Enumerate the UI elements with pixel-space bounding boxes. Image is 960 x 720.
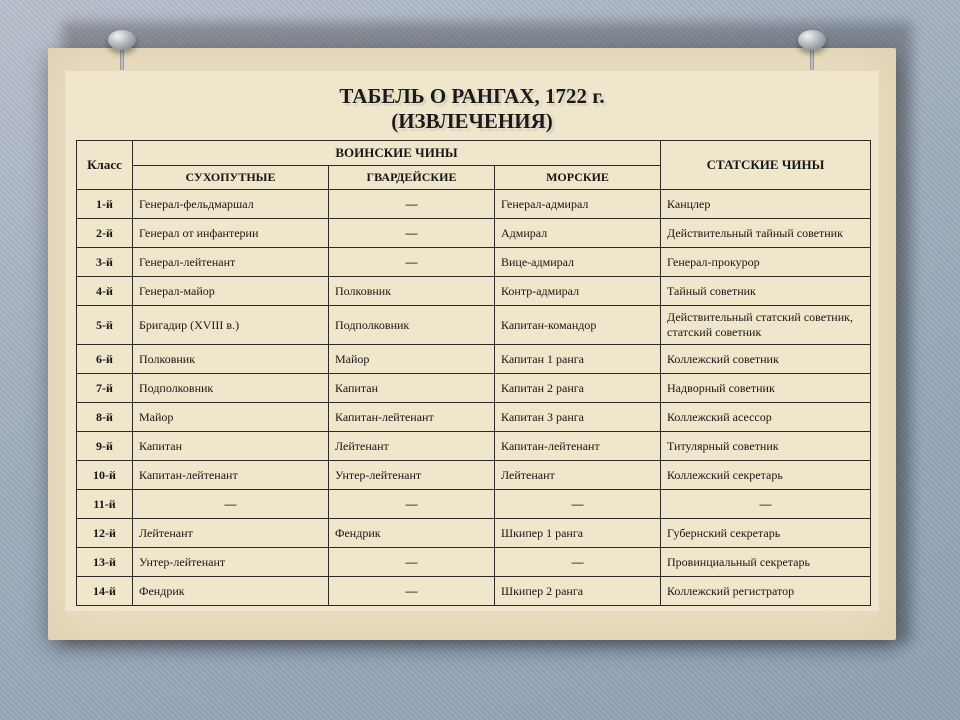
table-row: 6-йПолковникМайорКапитан 1 рангаКоллежск… (77, 345, 871, 374)
table-row: 10-йКапитан-лейтенантУнтер-лейтенантЛейт… (77, 461, 871, 490)
table-body: 1-йГенерал-фельдмаршал—Генерал-адмиралКа… (77, 190, 871, 606)
cell-land: Полковник (133, 345, 329, 374)
cell-guard: Капитан-лейтенант (329, 403, 495, 432)
cell-naval: Капитан-командор (495, 306, 661, 345)
cell-land: Лейтенант (133, 519, 329, 548)
table-row: 13-йУнтер-лейтенант——Провинциальный секр… (77, 548, 871, 577)
cell-naval: — (495, 548, 661, 577)
table-row: 2-йГенерал от инфантерии—АдмиралДействит… (77, 219, 871, 248)
cell-land: Генерал-лейтенант (133, 248, 329, 277)
cell-naval: Капитан 2 ранга (495, 374, 661, 403)
cell-class: 7-й (77, 374, 133, 403)
cell-naval: Шкипер 2 ранга (495, 577, 661, 606)
cell-class: 9-й (77, 432, 133, 461)
cell-civil: Коллежский советник (661, 345, 871, 374)
table-row: 1-йГенерал-фельдмаршал—Генерал-адмиралКа… (77, 190, 871, 219)
cell-guard: Подполковник (329, 306, 495, 345)
background: ТАБЕЛЬ О РАНГАХ, 1722 г. (ИЗВЛЕЧЕНИЯ) Кл… (0, 0, 960, 720)
col-header-guard: ГВАРДЕЙСКИЕ (329, 166, 495, 190)
cell-class: 11-й (77, 490, 133, 519)
cell-guard: — (329, 577, 495, 606)
cell-land: Унтер-лейтенант (133, 548, 329, 577)
table-row: 8-йМайорКапитан-лейтенантКапитан 3 ранга… (77, 403, 871, 432)
table-row: 9-йКапитанЛейтенантКапитан-лейтенантТиту… (77, 432, 871, 461)
title-line-2: (ИЗВЛЕЧЕНИЯ) (391, 109, 553, 133)
table-row: 3-йГенерал-лейтенант—Вице-адмиралГенерал… (77, 248, 871, 277)
cell-civil: Провинциальный секретарь (661, 548, 871, 577)
cell-land: Фендрик (133, 577, 329, 606)
cell-land: — (133, 490, 329, 519)
cell-guard: — (329, 490, 495, 519)
page-title: ТАБЕЛЬ О РАНГАХ, 1722 г. (ИЗВЛЕЧЕНИЯ) (76, 84, 868, 134)
cell-naval: Шкипер 1 ранга (495, 519, 661, 548)
cell-civil: Коллежский секретарь (661, 461, 871, 490)
cell-guard: Унтер-лейтенант (329, 461, 495, 490)
cell-naval: — (495, 490, 661, 519)
cell-guard: Фендрик (329, 519, 495, 548)
cell-guard: Полковник (329, 277, 495, 306)
cell-class: 12-й (77, 519, 133, 548)
col-header-naval: МОРСКИЕ (495, 166, 661, 190)
table-row: 4-йГенерал-майорПолковникКонтр-адмиралТа… (77, 277, 871, 306)
title-line-1: ТАБЕЛЬ О РАНГАХ, 1722 г. (339, 84, 604, 108)
cell-naval: Контр-адмирал (495, 277, 661, 306)
table-row: 11-й———— (77, 490, 871, 519)
col-header-civil: СТАТСКИЕ ЧИНЫ (661, 141, 871, 190)
col-header-class: Класс (77, 141, 133, 190)
cell-class: 1-й (77, 190, 133, 219)
cell-civil: Тайный советник (661, 277, 871, 306)
cell-civil: Титулярный советник (661, 432, 871, 461)
cell-naval: Капитан 1 ранга (495, 345, 661, 374)
cell-civil: Губернский секретарь (661, 519, 871, 548)
cell-land: Генерал-фельдмаршал (133, 190, 329, 219)
cell-guard: — (329, 248, 495, 277)
cell-civil: Коллежский асессор (661, 403, 871, 432)
col-header-military: ВОИНСКИЕ ЧИНЫ (133, 141, 661, 166)
cell-civil: Канцлер (661, 190, 871, 219)
cell-civil: Действительный тайный советник (661, 219, 871, 248)
cell-civil: Надворный советник (661, 374, 871, 403)
cell-naval: Лейтенант (495, 461, 661, 490)
cell-guard: — (329, 190, 495, 219)
cell-class: 2-й (77, 219, 133, 248)
cell-class: 6-й (77, 345, 133, 374)
cell-land: Капитан (133, 432, 329, 461)
cell-land: Капитан-лейтенант (133, 461, 329, 490)
cell-land: Генерал от инфантерии (133, 219, 329, 248)
cell-land: Подполковник (133, 374, 329, 403)
cell-land: Генерал-майор (133, 277, 329, 306)
cell-class: 14-й (77, 577, 133, 606)
cell-class: 4-й (77, 277, 133, 306)
cell-naval: Капитан 3 ранга (495, 403, 661, 432)
cell-class: 13-й (77, 548, 133, 577)
ranks-table: Класс ВОИНСКИЕ ЧИНЫ СТАТСКИЕ ЧИНЫ СУХОПУ… (76, 140, 871, 606)
document-sheet: ТАБЕЛЬ О РАНГАХ, 1722 г. (ИЗВЛЕЧЕНИЯ) Кл… (64, 70, 880, 612)
cell-guard: Лейтенант (329, 432, 495, 461)
cell-class: 3-й (77, 248, 133, 277)
cell-naval: Адмирал (495, 219, 661, 248)
cell-civil: Генерал-прокурор (661, 248, 871, 277)
cell-naval: Капитан-лейтенант (495, 432, 661, 461)
col-header-land: СУХОПУТНЫЕ (133, 166, 329, 190)
cell-class: 8-й (77, 403, 133, 432)
cell-land: Бригадир (XVIII в.) (133, 306, 329, 345)
cell-land: Майор (133, 403, 329, 432)
cell-civil: Коллежский регистратор (661, 577, 871, 606)
cell-guard: Капитан (329, 374, 495, 403)
table-row: 5-йБригадир (XVIII в.)ПодполковникКапита… (77, 306, 871, 345)
pinned-board: ТАБЕЛЬ О РАНГАХ, 1722 г. (ИЗВЛЕЧЕНИЯ) Кл… (48, 48, 896, 640)
cell-guard: — (329, 219, 495, 248)
cell-class: 10-й (77, 461, 133, 490)
cell-class: 5-й (77, 306, 133, 345)
cell-naval: Вице-адмирал (495, 248, 661, 277)
table-row: 7-йПодполковникКапитанКапитан 2 рангаНад… (77, 374, 871, 403)
cell-naval: Генерал-адмирал (495, 190, 661, 219)
cell-civil: Действительный статский советник, статск… (661, 306, 871, 345)
cell-guard: Майор (329, 345, 495, 374)
table-header-row-1: Класс ВОИНСКИЕ ЧИНЫ СТАТСКИЕ ЧИНЫ (77, 141, 871, 166)
cell-guard: — (329, 548, 495, 577)
cell-civil: — (661, 490, 871, 519)
table-row: 14-йФендрик—Шкипер 2 рангаКоллежский рег… (77, 577, 871, 606)
table-row: 12-йЛейтенантФендрикШкипер 1 рангаГуберн… (77, 519, 871, 548)
